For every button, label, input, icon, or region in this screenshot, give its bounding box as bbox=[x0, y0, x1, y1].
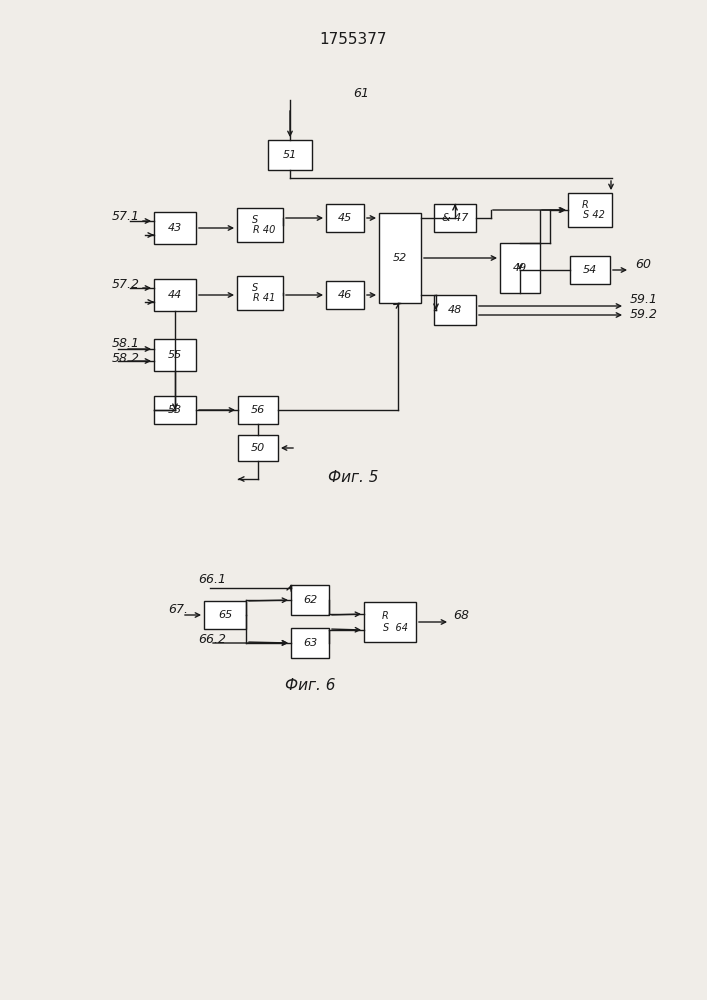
Text: 62: 62 bbox=[303, 595, 317, 605]
Bar bbox=[154, 339, 196, 371]
Text: 61: 61 bbox=[353, 87, 369, 100]
Bar bbox=[379, 213, 421, 303]
Bar bbox=[434, 295, 476, 325]
Text: 56: 56 bbox=[251, 405, 265, 415]
Text: R 41: R 41 bbox=[253, 293, 276, 303]
Text: S 42: S 42 bbox=[583, 210, 605, 220]
Bar bbox=[154, 279, 196, 311]
Bar bbox=[364, 602, 416, 642]
Text: 46: 46 bbox=[338, 290, 352, 300]
Bar bbox=[326, 281, 364, 309]
Text: 60: 60 bbox=[635, 258, 651, 271]
Bar bbox=[291, 585, 329, 615]
Bar bbox=[237, 276, 283, 310]
Text: 57.1: 57.1 bbox=[112, 210, 140, 223]
Text: 52: 52 bbox=[393, 253, 407, 263]
Text: S: S bbox=[252, 215, 259, 225]
Text: 43: 43 bbox=[168, 223, 182, 233]
Text: S: S bbox=[252, 283, 259, 293]
Text: 1755377: 1755377 bbox=[320, 32, 387, 47]
Text: 67.: 67. bbox=[168, 603, 188, 616]
Text: 65: 65 bbox=[218, 610, 232, 620]
Text: 57.2: 57.2 bbox=[112, 278, 140, 291]
Bar bbox=[204, 601, 246, 629]
Bar bbox=[237, 208, 283, 242]
Text: 54: 54 bbox=[583, 265, 597, 275]
Text: & 47: & 47 bbox=[442, 213, 468, 223]
Text: 66.2: 66.2 bbox=[198, 633, 226, 646]
Bar bbox=[154, 212, 196, 244]
Bar bbox=[238, 396, 278, 424]
Text: 55: 55 bbox=[168, 350, 182, 360]
Text: 45: 45 bbox=[338, 213, 352, 223]
Text: 59.2: 59.2 bbox=[630, 308, 658, 321]
Text: Фиг. 5: Фиг. 5 bbox=[328, 471, 378, 486]
Text: 68: 68 bbox=[453, 609, 469, 622]
Text: 49: 49 bbox=[513, 263, 527, 273]
Text: 44: 44 bbox=[168, 290, 182, 300]
Text: 51: 51 bbox=[283, 150, 297, 160]
Bar bbox=[326, 204, 364, 232]
Text: 58.1: 58.1 bbox=[112, 337, 140, 350]
Text: R: R bbox=[381, 611, 388, 621]
Bar bbox=[154, 396, 196, 424]
Text: 59.1: 59.1 bbox=[630, 293, 658, 306]
Text: 48: 48 bbox=[448, 305, 462, 315]
Text: R: R bbox=[583, 200, 589, 210]
Text: S  64: S 64 bbox=[382, 623, 408, 633]
Text: 50: 50 bbox=[251, 443, 265, 453]
Text: Фиг. 6: Фиг. 6 bbox=[285, 678, 335, 692]
Bar bbox=[570, 256, 610, 284]
Bar bbox=[238, 435, 278, 461]
Text: 66.1: 66.1 bbox=[198, 573, 226, 586]
Text: 58.2: 58.2 bbox=[112, 352, 140, 365]
Bar bbox=[268, 140, 312, 170]
Text: 53: 53 bbox=[168, 405, 182, 415]
Text: 63: 63 bbox=[303, 638, 317, 648]
Bar bbox=[500, 243, 540, 293]
Bar bbox=[434, 204, 476, 232]
Bar bbox=[291, 628, 329, 658]
Text: R 40: R 40 bbox=[253, 225, 276, 235]
Bar bbox=[568, 193, 612, 227]
